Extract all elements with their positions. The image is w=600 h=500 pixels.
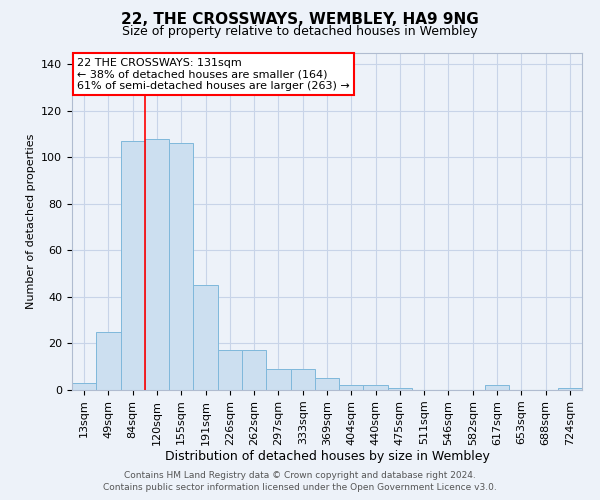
Text: Contains HM Land Registry data © Crown copyright and database right 2024.
Contai: Contains HM Land Registry data © Crown c… [103, 471, 497, 492]
Bar [558, 388, 582, 390]
Text: 22, THE CROSSWAYS, WEMBLEY, HA9 9NG: 22, THE CROSSWAYS, WEMBLEY, HA9 9NG [121, 12, 479, 28]
Bar [485, 386, 509, 390]
Bar [218, 350, 242, 390]
Bar [339, 386, 364, 390]
Text: Size of property relative to detached houses in Wembley: Size of property relative to detached ho… [122, 25, 478, 38]
Bar [242, 350, 266, 390]
Y-axis label: Number of detached properties: Number of detached properties [26, 134, 35, 309]
Bar [169, 144, 193, 390]
Bar [266, 369, 290, 390]
Bar [121, 141, 145, 390]
Bar [72, 383, 96, 390]
Bar [364, 386, 388, 390]
Bar [96, 332, 121, 390]
Bar [315, 378, 339, 390]
X-axis label: Distribution of detached houses by size in Wembley: Distribution of detached houses by size … [164, 450, 490, 464]
Bar [388, 388, 412, 390]
Bar [193, 286, 218, 390]
Bar [290, 369, 315, 390]
Text: 22 THE CROSSWAYS: 131sqm
← 38% of detached houses are smaller (164)
61% of semi-: 22 THE CROSSWAYS: 131sqm ← 38% of detach… [77, 58, 350, 91]
Bar [145, 138, 169, 390]
